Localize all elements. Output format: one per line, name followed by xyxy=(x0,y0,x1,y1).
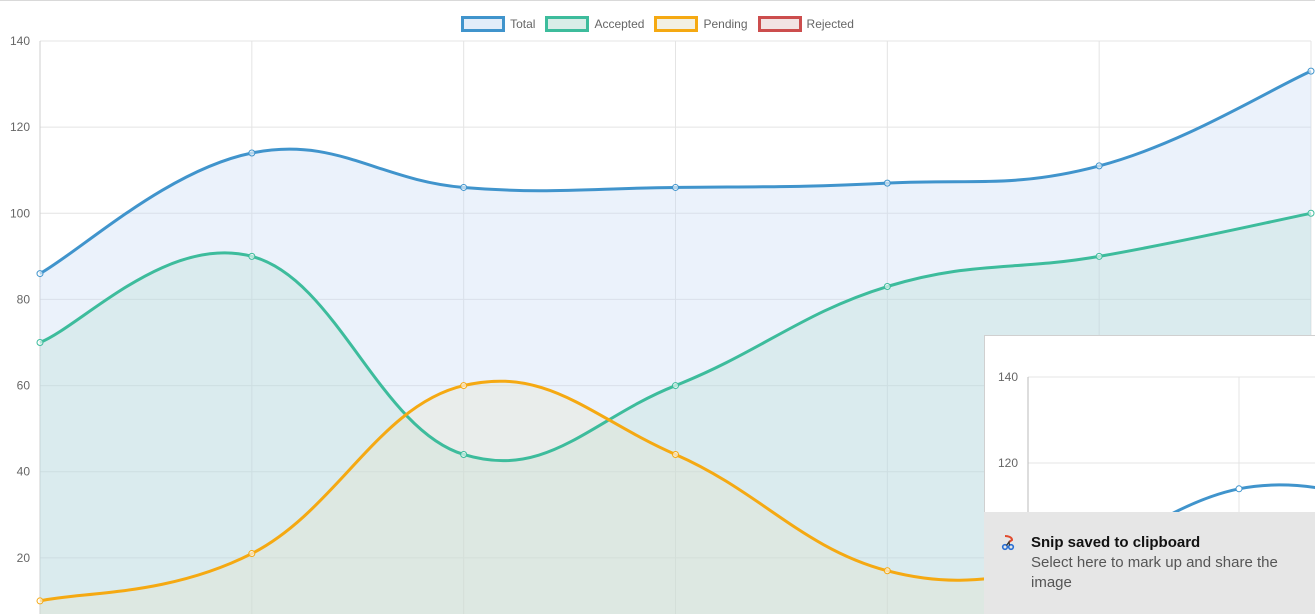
y-tick-label: 120 xyxy=(10,120,30,134)
pending-point[interactable] xyxy=(672,450,679,458)
legend-label: Accepted xyxy=(594,17,645,31)
accepted-point[interactable] xyxy=(1307,209,1315,217)
toast-body: Select here to mark up and share the ima… xyxy=(1031,554,1278,591)
toast-title: Snip saved to clipboard xyxy=(1031,534,1201,551)
accepted-point[interactable] xyxy=(460,450,468,458)
pending-area xyxy=(40,381,1311,614)
legend-swatch xyxy=(654,16,699,32)
legend-item-pending[interactable]: Pending xyxy=(654,16,748,32)
legend-label: Rejected xyxy=(806,17,854,31)
legend-swatch xyxy=(461,16,506,32)
snip-notification-toast[interactable]: Snip saved to clipboard Select here to m… xyxy=(984,512,1315,614)
thumb-y-tick: 140 xyxy=(998,370,1018,384)
legend-swatch xyxy=(545,16,590,32)
snipping-tool-icon xyxy=(1001,535,1015,551)
pending-point[interactable] xyxy=(248,550,256,558)
legend-item-accepted[interactable]: Accepted xyxy=(545,16,644,32)
total-point[interactable] xyxy=(1095,162,1103,170)
total-point[interactable] xyxy=(883,179,891,187)
legend-swatch xyxy=(757,16,802,32)
y-tick-label: 40 xyxy=(17,465,31,479)
snip-preview-thumbnail[interactable]: 140 120 xyxy=(984,335,1315,513)
accepted-point[interactable] xyxy=(883,283,891,291)
accepted-point[interactable] xyxy=(672,382,679,390)
total-point[interactable] xyxy=(248,149,256,157)
y-tick-label: 20 xyxy=(17,551,31,565)
y-tick-label: 100 xyxy=(10,206,30,220)
top-divider xyxy=(0,0,1315,1)
accepted-point[interactable] xyxy=(36,339,44,346)
thumb-total-line xyxy=(1170,483,1315,513)
pending-point[interactable] xyxy=(460,382,468,390)
chart-legend: Total Accepted Pending Rejected xyxy=(0,15,1315,33)
thumb-y-tick: 120 xyxy=(998,456,1018,470)
pending-point[interactable] xyxy=(883,567,891,575)
total-point[interactable] xyxy=(1307,67,1315,75)
legend-item-total[interactable]: Total xyxy=(461,16,535,32)
snip-preview-chart: 140 120 xyxy=(998,370,1315,513)
accepted-point[interactable] xyxy=(248,252,256,260)
y-tick-label: 80 xyxy=(17,292,31,306)
y-tick-label: 140 xyxy=(10,34,30,48)
total-point[interactable] xyxy=(36,270,44,278)
thumb-total-point xyxy=(1235,485,1243,493)
total-point[interactable] xyxy=(672,183,679,191)
legend-item-rejected[interactable]: Rejected xyxy=(757,16,854,32)
accepted-point[interactable] xyxy=(1095,252,1103,260)
legend-label: Pending xyxy=(703,17,748,31)
y-axis-ticks: 140 120 100 80 60 40 20 xyxy=(10,34,30,565)
pending-point[interactable] xyxy=(36,597,44,605)
y-tick-label: 60 xyxy=(17,379,31,393)
legend-label: Total xyxy=(510,17,536,31)
total-point[interactable] xyxy=(460,183,468,191)
